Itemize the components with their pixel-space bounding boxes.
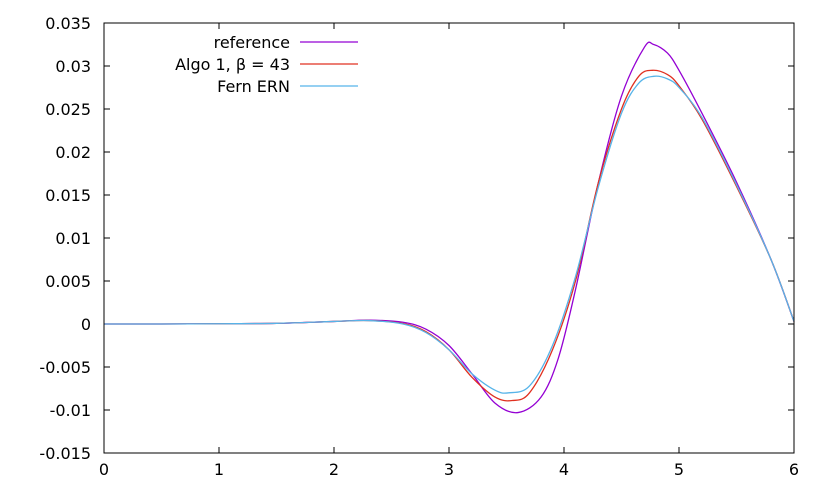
legend-label: reference	[214, 33, 290, 52]
legend-label: Algo 1, β = 43	[175, 55, 290, 74]
y-tick-label: 0.02	[55, 143, 91, 162]
y-tick-label: 0.035	[45, 14, 91, 33]
x-tick-label: 3	[444, 460, 454, 479]
y-tick-label: 0.015	[45, 186, 91, 205]
series-line-2	[103, 75, 795, 394]
x-tick-label: 2	[329, 460, 339, 479]
y-tick-label: 0.01	[55, 229, 91, 248]
x-tick-label: 5	[674, 460, 684, 479]
plot-frame	[103, 22, 795, 454]
x-tick-label: 0	[99, 460, 109, 479]
series-line-1	[103, 69, 795, 402]
legend: reference Algo 1, β = 43 Fern ERN	[175, 33, 358, 96]
y-tick-label: 0.005	[45, 272, 91, 291]
series-layer	[103, 41, 795, 414]
tick-labels-layer: 0 1 2 3 4 5 6 -0.015 -0.01 -0.005 0 0.005 0.01 0.015 0…	[39, 14, 799, 479]
y-tick-label: -0.005	[39, 358, 91, 377]
x-tick-label: 4	[559, 460, 569, 479]
y-tick-label: 0	[81, 315, 91, 334]
ticks-layer	[103, 22, 795, 454]
y-tick-label: -0.01	[50, 401, 91, 420]
legend-label: Fern ERN	[217, 77, 290, 96]
y-tick-label: -0.015	[39, 444, 91, 463]
y-tick-label: 0.025	[45, 100, 91, 119]
series-line-0	[103, 41, 795, 414]
x-tick-label: 6	[789, 460, 799, 479]
y-tick-label: 0.03	[55, 57, 91, 76]
x-tick-label: 1	[214, 460, 224, 479]
